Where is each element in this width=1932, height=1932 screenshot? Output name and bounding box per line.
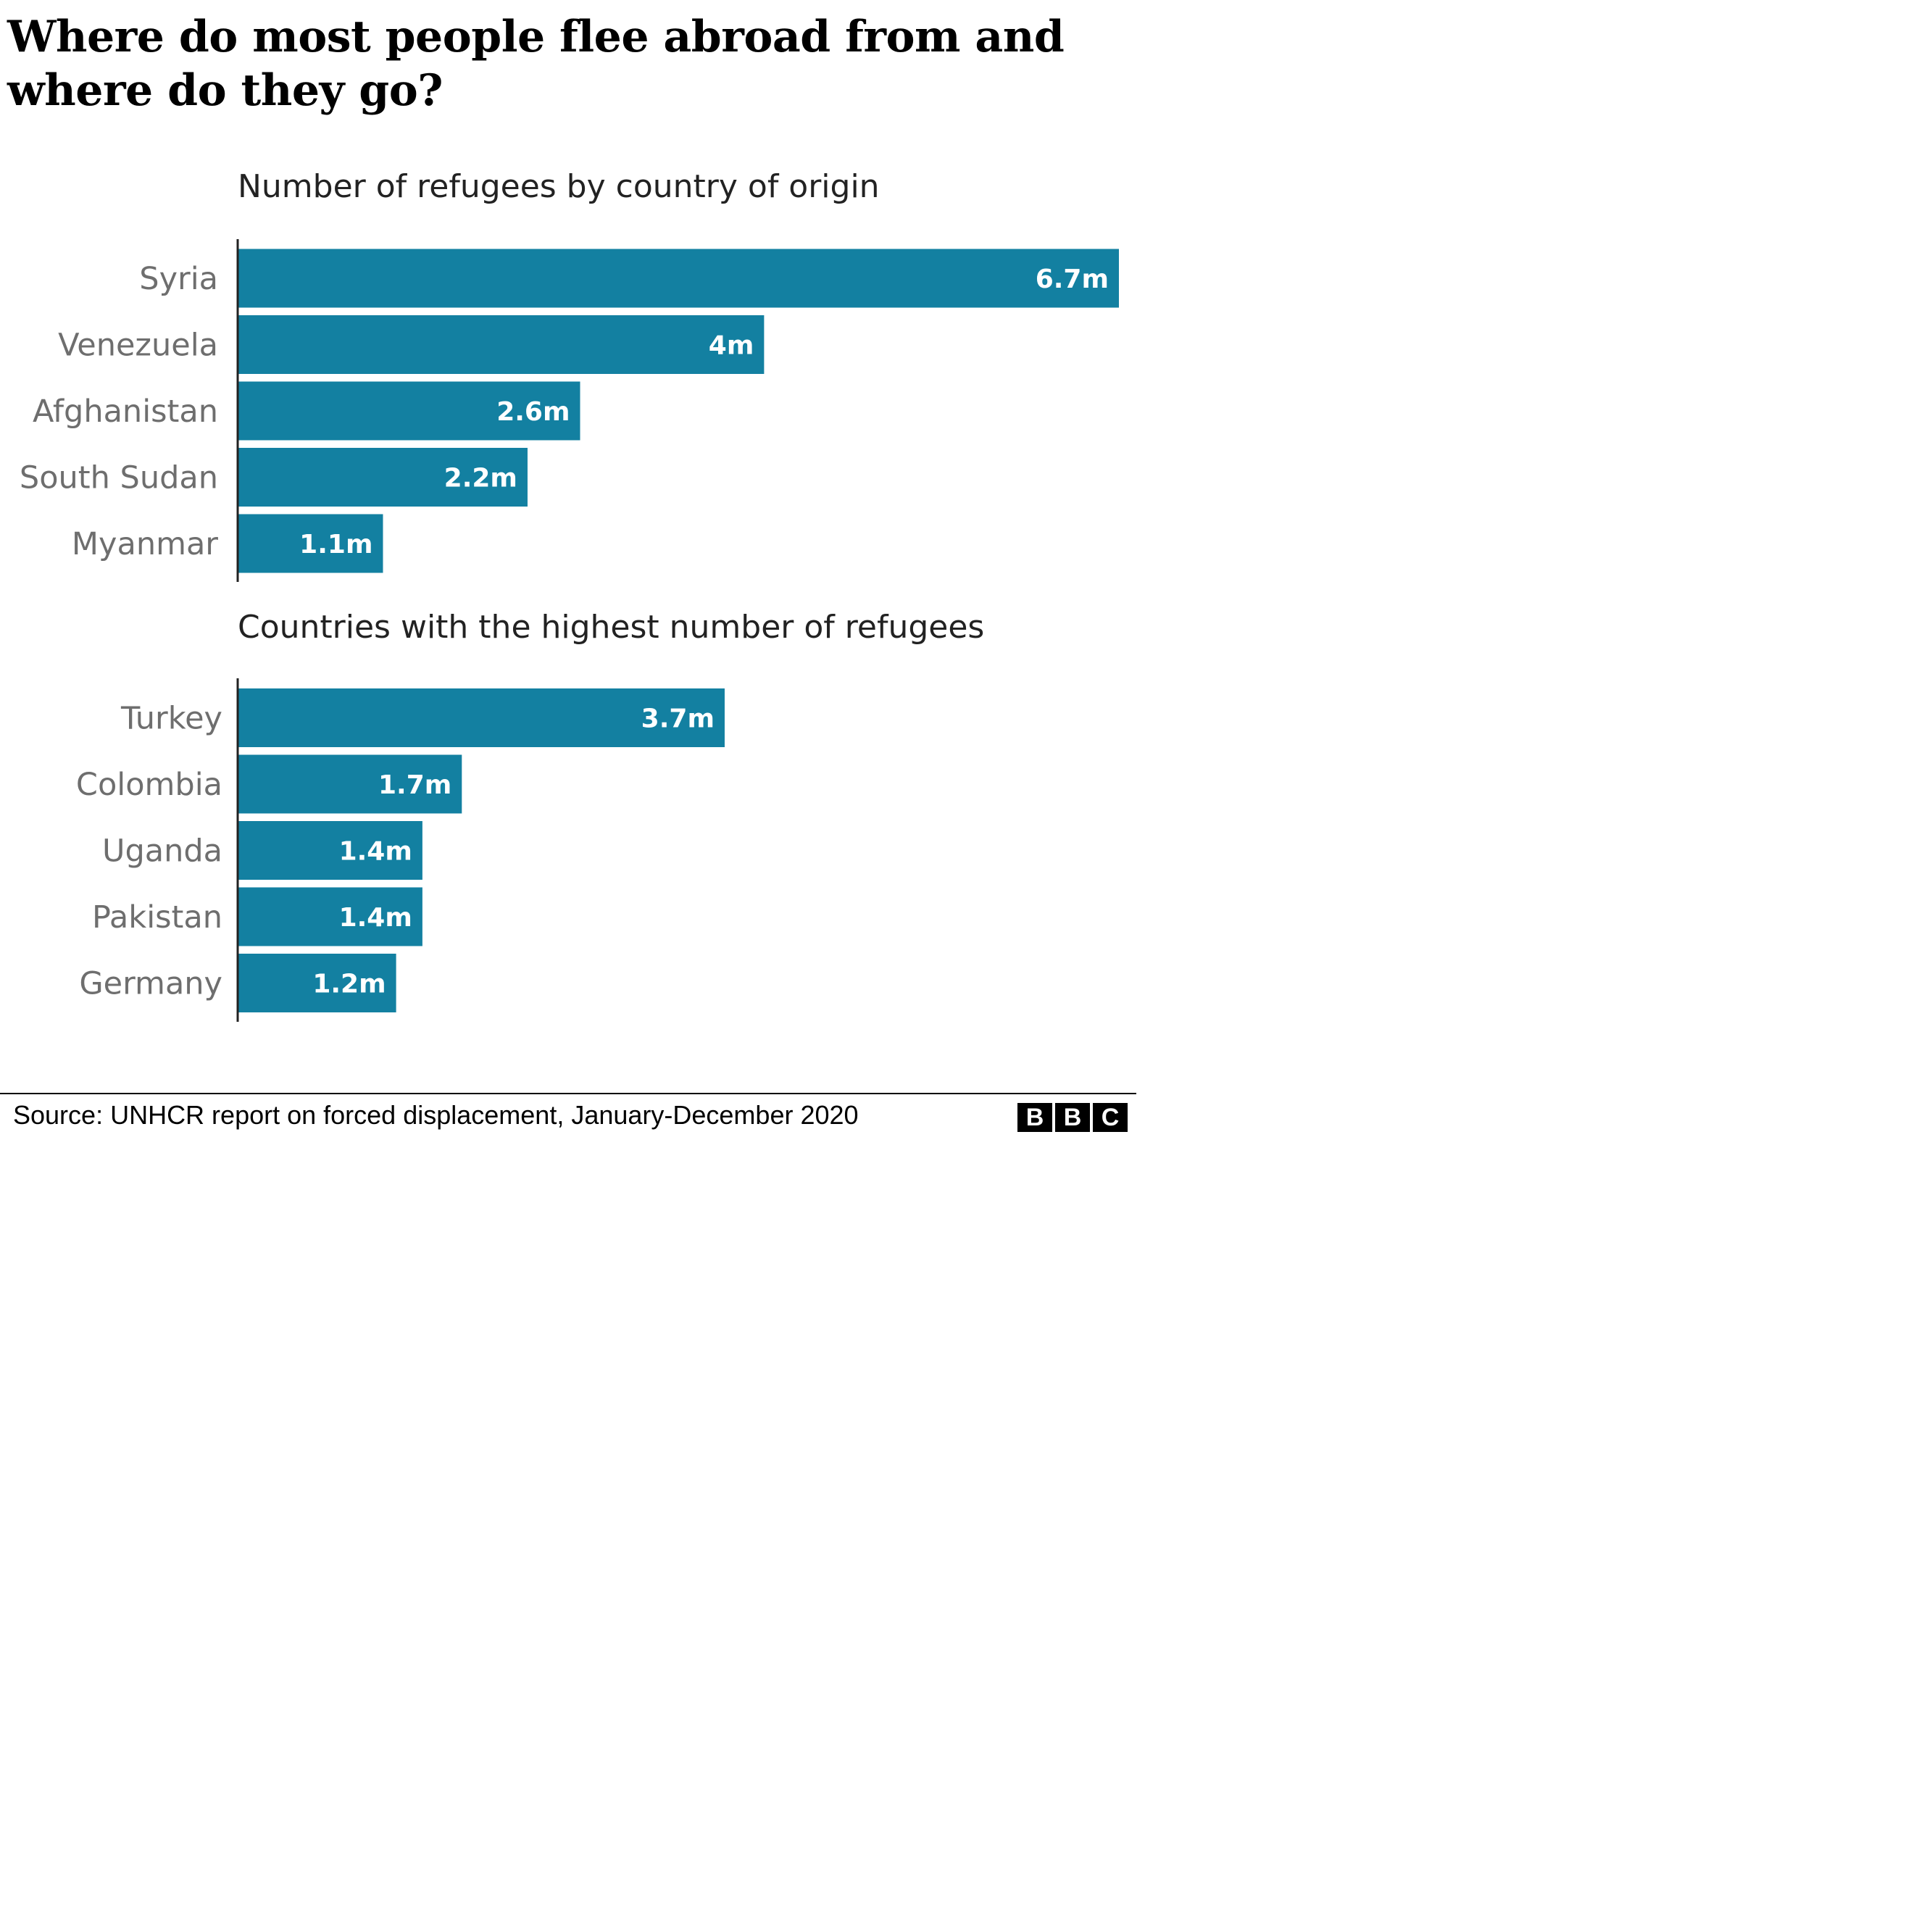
category-label: Pakistan <box>92 899 222 936</box>
category-label: Germany <box>79 966 222 1002</box>
data-label: 1.4m <box>339 837 412 867</box>
source-note: Source: UNHCR report on forced displacem… <box>13 1100 859 1130</box>
data-label: 3.7m <box>641 704 715 734</box>
bar <box>238 315 765 374</box>
data-label: 2.2m <box>444 464 517 494</box>
data-label: 6.7m <box>1036 265 1109 294</box>
bar <box>238 821 422 880</box>
category-label: Myanmar <box>72 526 218 562</box>
chart-graphic: Where do most people flee abroad from an… <box>0 0 1136 1136</box>
logo-letter: B <box>1017 1103 1052 1132</box>
data-label: 4m <box>709 331 754 361</box>
bar <box>238 381 580 441</box>
subtitle-origin: Number of refugees by country of origin <box>238 168 880 205</box>
bar <box>238 249 1119 308</box>
data-label: 1.1m <box>299 530 372 559</box>
logo-letter: B <box>1055 1103 1090 1132</box>
bbc-logo: B B C <box>1017 1103 1128 1132</box>
data-label: 1.7m <box>378 770 451 800</box>
bar <box>238 887 422 946</box>
logo-letter: C <box>1093 1103 1128 1132</box>
category-label: Venezuela <box>58 328 218 364</box>
category-label: Syria <box>139 261 218 297</box>
data-label: 2.6m <box>496 397 570 427</box>
category-label: Uganda <box>102 833 222 870</box>
bar <box>238 754 462 814</box>
category-label: Turkey <box>120 701 222 737</box>
subtitle-host: Countries with the highest number of ref… <box>238 609 985 646</box>
category-label: South Sudan <box>20 460 218 496</box>
chart-title: Where do most people flee abroad from an… <box>7 12 1065 116</box>
bar <box>238 448 528 507</box>
data-label: 1.2m <box>312 970 386 999</box>
bar <box>238 514 383 573</box>
category-label: Afghanistan <box>33 394 218 430</box>
bar <box>238 954 396 1012</box>
data-label: 1.4m <box>339 903 412 933</box>
category-label: Colombia <box>76 767 222 803</box>
source-divider <box>0 1093 1136 1094</box>
bar-charts: Syria 6.7m Venezuela 4m Afghanistan 2.6m South… <box>20 239 1119 1022</box>
bar <box>238 688 725 747</box>
